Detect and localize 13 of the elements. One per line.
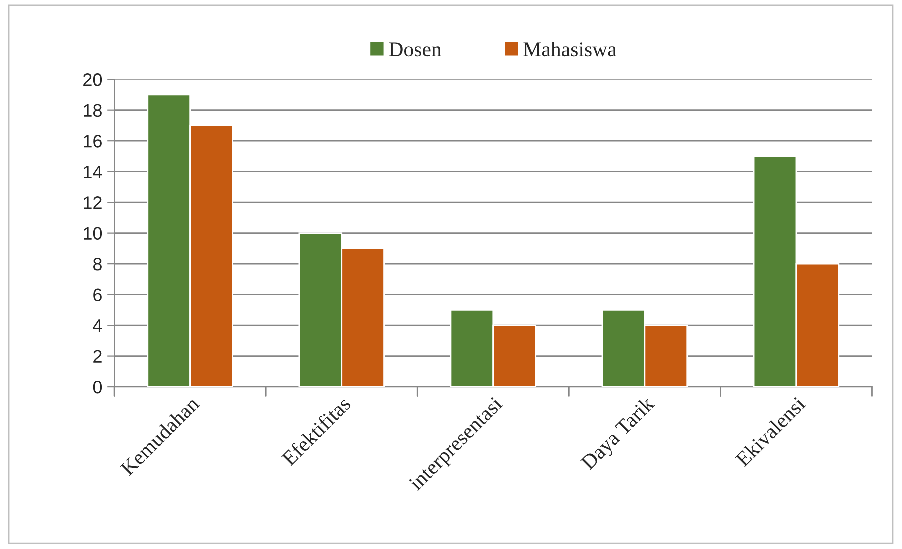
y-tick-label: 6	[94, 288, 102, 302]
y-tick-label: 2	[94, 350, 102, 363]
legend-label: Mahasiswa	[524, 42, 617, 57]
legend-label: Dosen	[389, 42, 442, 57]
y-tick-label: 0	[93, 380, 102, 394]
y-tick-label: 10	[84, 227, 102, 240]
y-tick-label: 18	[84, 104, 102, 118]
y-tick-label: 12	[84, 196, 102, 210]
y-tick-label: 20	[84, 74, 102, 86]
y-tick-label: 4	[93, 320, 102, 332]
y-tick-label: 14	[84, 166, 102, 178]
y-tick-label: 8	[93, 258, 102, 271]
y-tick-label: 16	[84, 135, 102, 148]
